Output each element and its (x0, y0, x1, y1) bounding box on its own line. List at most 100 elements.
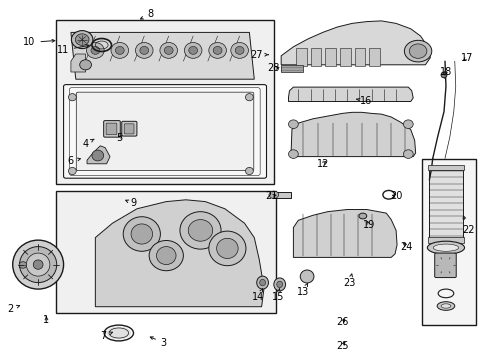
Ellipse shape (440, 72, 446, 78)
Ellipse shape (149, 240, 183, 271)
Polygon shape (281, 21, 429, 65)
Text: 5: 5 (117, 132, 122, 143)
Ellipse shape (403, 150, 412, 158)
Ellipse shape (86, 42, 104, 58)
Bar (354, 48, 365, 66)
Ellipse shape (19, 262, 27, 268)
Ellipse shape (440, 304, 450, 308)
Text: 2: 2 (8, 304, 20, 314)
Ellipse shape (111, 42, 128, 58)
Ellipse shape (436, 302, 454, 310)
Ellipse shape (208, 231, 245, 266)
Ellipse shape (13, 240, 63, 289)
Ellipse shape (235, 46, 244, 54)
Text: 24: 24 (400, 242, 412, 252)
Ellipse shape (156, 247, 176, 265)
Polygon shape (290, 112, 415, 157)
Text: 19: 19 (362, 220, 374, 230)
Ellipse shape (188, 46, 197, 54)
Ellipse shape (188, 220, 212, 241)
Ellipse shape (288, 150, 298, 158)
Ellipse shape (68, 167, 76, 175)
Ellipse shape (245, 167, 253, 175)
Text: 12: 12 (316, 159, 328, 169)
Ellipse shape (140, 46, 148, 54)
Text: 27: 27 (250, 50, 268, 60)
Text: 22: 22 (461, 216, 474, 235)
Polygon shape (87, 146, 110, 164)
Ellipse shape (427, 241, 464, 254)
Text: 21: 21 (264, 191, 277, 201)
Polygon shape (273, 192, 290, 198)
Polygon shape (281, 65, 303, 72)
Polygon shape (71, 32, 254, 79)
Text: 14: 14 (251, 289, 264, 302)
Ellipse shape (91, 46, 100, 54)
Bar (295, 48, 306, 66)
Ellipse shape (230, 42, 248, 58)
Ellipse shape (68, 94, 76, 101)
Text: 16: 16 (356, 96, 371, 106)
Text: 28: 28 (267, 63, 280, 73)
Text: 1: 1 (43, 315, 49, 325)
Text: 7: 7 (101, 330, 112, 341)
FancyBboxPatch shape (63, 85, 266, 178)
Ellipse shape (408, 44, 426, 58)
Ellipse shape (80, 60, 91, 70)
Bar (56, 191, 276, 313)
Text: 17: 17 (460, 53, 472, 63)
Ellipse shape (135, 42, 153, 58)
Ellipse shape (276, 281, 282, 288)
Ellipse shape (20, 247, 57, 283)
FancyBboxPatch shape (106, 123, 117, 135)
Text: 20: 20 (389, 191, 402, 201)
Ellipse shape (403, 120, 412, 129)
Ellipse shape (288, 120, 298, 129)
Bar (427, 237, 463, 243)
Bar (325, 48, 335, 66)
Polygon shape (293, 210, 396, 257)
Ellipse shape (184, 42, 202, 58)
Ellipse shape (71, 31, 93, 49)
Text: 13: 13 (296, 283, 309, 297)
Text: 9: 9 (125, 198, 136, 208)
Ellipse shape (115, 46, 124, 54)
Ellipse shape (33, 260, 43, 269)
Text: 3: 3 (150, 337, 166, 348)
Ellipse shape (213, 46, 222, 54)
Text: 15: 15 (271, 289, 284, 302)
Ellipse shape (131, 224, 152, 244)
Text: 18: 18 (439, 67, 451, 77)
Bar (339, 48, 350, 66)
Ellipse shape (164, 46, 173, 54)
Ellipse shape (259, 279, 265, 286)
Ellipse shape (256, 276, 268, 289)
FancyBboxPatch shape (76, 92, 253, 171)
Bar (427, 165, 463, 170)
Bar (421, 159, 475, 325)
Ellipse shape (358, 213, 366, 219)
Bar (310, 48, 321, 66)
Polygon shape (95, 200, 264, 307)
Text: 6: 6 (68, 156, 80, 166)
Ellipse shape (26, 253, 50, 276)
Text: 4: 4 (82, 139, 94, 149)
FancyBboxPatch shape (103, 121, 120, 137)
Text: 25: 25 (335, 341, 348, 351)
Bar (19, 263, 27, 267)
Polygon shape (288, 87, 412, 102)
Text: 8: 8 (140, 9, 153, 19)
Ellipse shape (160, 42, 177, 58)
Ellipse shape (180, 212, 221, 249)
Ellipse shape (106, 327, 131, 339)
Ellipse shape (300, 270, 313, 283)
Ellipse shape (273, 278, 285, 291)
Ellipse shape (268, 191, 278, 198)
FancyBboxPatch shape (434, 253, 455, 278)
Bar (56, 20, 273, 184)
FancyBboxPatch shape (122, 121, 137, 136)
Ellipse shape (432, 244, 458, 251)
Text: 11: 11 (56, 45, 89, 55)
Bar (368, 48, 379, 66)
Ellipse shape (404, 40, 431, 62)
